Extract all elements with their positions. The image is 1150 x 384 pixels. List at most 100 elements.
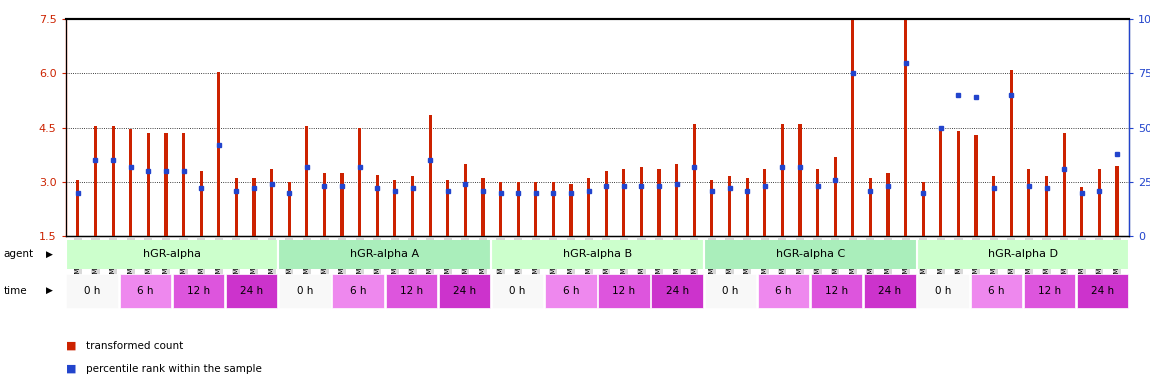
Text: GSM154317: GSM154317 (1096, 239, 1103, 283)
Bar (764, 169, 766, 236)
Bar (971, 274, 1022, 308)
Text: 0 h: 0 h (297, 286, 313, 296)
Bar (811, 274, 862, 308)
Text: GSM154278: GSM154278 (356, 239, 362, 283)
Text: GSM154260: GSM154260 (92, 239, 99, 283)
Bar (376, 175, 378, 236)
Text: ■: ■ (66, 364, 76, 374)
Text: GSM154313: GSM154313 (867, 239, 873, 283)
Text: GSM154309: GSM154309 (480, 239, 486, 283)
Text: GSM154294: GSM154294 (427, 239, 434, 283)
Bar (288, 182, 291, 236)
Text: GSM154305: GSM154305 (251, 239, 256, 283)
Text: GSM154301: GSM154301 (1026, 239, 1032, 283)
Bar (921, 182, 925, 236)
Bar (164, 133, 168, 236)
Bar (332, 274, 384, 308)
Bar (834, 157, 837, 236)
Bar (868, 178, 872, 236)
Bar (491, 240, 704, 269)
Bar (705, 274, 756, 308)
Text: ■: ■ (66, 341, 76, 351)
Bar (252, 178, 255, 236)
Bar (1116, 166, 1119, 236)
Bar (182, 133, 185, 236)
Bar (1080, 187, 1083, 236)
Bar (974, 135, 978, 236)
Text: GSM154282: GSM154282 (585, 239, 591, 283)
Text: agent: agent (3, 249, 33, 260)
Bar (917, 240, 1129, 269)
Text: 0 h: 0 h (84, 286, 100, 296)
Bar (1063, 133, 1066, 236)
Text: GSM154267: GSM154267 (532, 239, 539, 283)
Text: GSM154310: GSM154310 (656, 239, 662, 283)
Bar (1098, 169, 1101, 236)
Text: GSM154297: GSM154297 (638, 239, 644, 283)
Bar (492, 274, 543, 308)
Bar (147, 133, 150, 236)
Text: 6 h: 6 h (775, 286, 792, 296)
Text: 24 h: 24 h (240, 286, 263, 296)
Text: GSM154280: GSM154280 (551, 239, 557, 283)
Text: 6 h: 6 h (562, 286, 580, 296)
Text: 24 h: 24 h (666, 286, 689, 296)
Text: hGR-alpha B: hGR-alpha B (562, 249, 633, 260)
Bar (1010, 70, 1013, 236)
Bar (463, 164, 467, 236)
Text: time: time (3, 286, 28, 296)
Bar (851, 19, 854, 236)
Bar (67, 274, 117, 308)
Bar (411, 177, 414, 236)
Bar (711, 180, 713, 236)
Text: GSM154303: GSM154303 (1061, 239, 1067, 283)
Text: hGR-alpha C: hGR-alpha C (775, 249, 845, 260)
Bar (992, 177, 995, 236)
Text: GSM154261: GSM154261 (110, 239, 116, 283)
Text: GSM154288: GSM154288 (1009, 239, 1014, 283)
Bar (728, 177, 731, 236)
Bar (598, 274, 650, 308)
Text: GSM154289: GSM154289 (181, 239, 186, 283)
Text: 6 h: 6 h (988, 286, 1005, 296)
Bar (658, 169, 660, 236)
Bar (692, 124, 696, 236)
Bar (622, 169, 626, 236)
Text: GSM154264: GSM154264 (322, 239, 328, 283)
Bar (904, 19, 907, 236)
Bar (516, 182, 520, 236)
Text: GSM154286: GSM154286 (973, 239, 979, 283)
Bar (639, 167, 643, 236)
Text: GSM154314: GSM154314 (886, 239, 891, 283)
Text: GSM154312: GSM154312 (691, 239, 697, 283)
Text: 12 h: 12 h (1038, 286, 1061, 296)
Text: GSM154269: GSM154269 (727, 239, 733, 283)
Text: GSM154285: GSM154285 (797, 239, 803, 283)
Text: GSM154296: GSM154296 (621, 239, 627, 283)
Text: GSM154293: GSM154293 (409, 239, 415, 283)
Text: GSM154302: GSM154302 (1043, 239, 1050, 283)
Bar (385, 274, 437, 308)
Text: GSM154291: GSM154291 (216, 239, 222, 283)
Text: GSM154270: GSM154270 (744, 239, 750, 283)
Bar (76, 180, 79, 236)
Bar (758, 274, 810, 308)
Text: 6 h: 6 h (350, 286, 367, 296)
Bar (120, 274, 171, 308)
Text: GSM154271: GSM154271 (920, 239, 926, 283)
Text: GSM154298: GSM154298 (814, 239, 821, 283)
Text: GSM154283: GSM154283 (761, 239, 768, 283)
Text: 12 h: 12 h (826, 286, 849, 296)
Text: transformed count: transformed count (86, 341, 184, 351)
Text: GSM154299: GSM154299 (833, 239, 838, 283)
Bar (940, 128, 943, 236)
Text: 24 h: 24 h (453, 286, 476, 296)
Text: GSM154274: GSM154274 (128, 239, 133, 283)
Text: GSM154275: GSM154275 (145, 239, 152, 283)
Text: 0 h: 0 h (722, 286, 738, 296)
Bar (270, 169, 274, 236)
Text: GSM154277: GSM154277 (339, 239, 345, 283)
Text: GSM154290: GSM154290 (198, 239, 205, 283)
Bar (552, 182, 555, 236)
Text: GSM154316: GSM154316 (1079, 239, 1084, 283)
